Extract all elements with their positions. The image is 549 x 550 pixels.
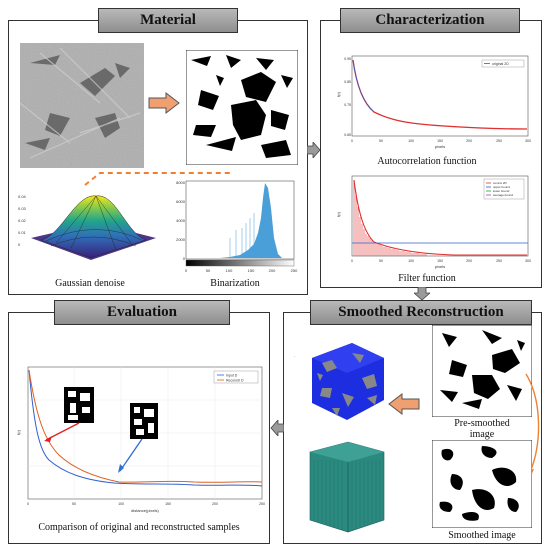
eval-tick-x0: 0 — [27, 502, 29, 506]
material-title: Material — [98, 8, 238, 33]
hist-tick-y8: 8000 — [176, 180, 186, 185]
autocorr-tick-x4: 200 — [466, 139, 472, 143]
hist-tick-x0: 0 — [185, 268, 188, 273]
eval-legend-1: Reconstr D — [226, 379, 244, 383]
autocorr-tick-x2: 100 — [408, 139, 414, 143]
orange-arrow-right — [148, 92, 180, 114]
hist-tick-x1: 50 — [206, 268, 211, 273]
eval-curve-reconstr — [28, 369, 263, 483]
filter-tick-x6: 300 — [525, 259, 531, 263]
autocorrelation-chart: f(r) 0.95 0.85 0.75 0.65 0 50 100 150 20… — [336, 55, 531, 149]
autocorr-tick-y6: 0.95 — [344, 57, 351, 61]
hist-tick-y0: 0 — [183, 256, 186, 261]
sem-gray-image — [20, 43, 144, 168]
filter-tick-x1: 50 — [379, 259, 383, 263]
filter-xlabel: pixels — [435, 264, 445, 269]
inset-original — [64, 387, 94, 423]
hist-tick-y2: 2000 — [176, 237, 186, 242]
orange-arrow-left — [388, 393, 420, 415]
eval-tick-x3: 150 — [165, 502, 171, 506]
filter-ylabel: f(r) — [336, 211, 341, 217]
characterization-title: Characterization — [340, 8, 520, 33]
gray-arrow-right — [307, 142, 321, 158]
gray-arrow-left — [270, 420, 284, 436]
filter-tick-x4: 200 — [466, 259, 472, 263]
hist-tick-x5: 250 — [291, 268, 298, 273]
filter-tick-x3: 150 — [437, 259, 443, 263]
gauss-tick-z1: 0.01 — [18, 230, 27, 235]
filter-tick-x2: 100 — [408, 259, 414, 263]
hist-tick-x3: 150 — [248, 268, 255, 273]
autocorr-tick-y2: 0.75 — [344, 103, 351, 107]
blue-3d-volume: · — [294, 343, 384, 420]
autocorr-tick-y0: 0.65 — [344, 133, 351, 137]
filter-curve — [353, 179, 527, 256]
gaussian-caption: Gaussian denoise — [55, 278, 125, 289]
hist-tick-x2: 100 — [226, 268, 233, 273]
gauss-tick-z2: 0.02 — [18, 218, 27, 223]
autocorr-tick-x1: 50 — [379, 139, 383, 143]
eval-curve-input — [28, 369, 263, 487]
filter-legend-3: average bound — [493, 193, 513, 197]
pre-smoothed-caption: Pre-smoothed image — [432, 418, 532, 440]
filter-legend-1: upper bound — [493, 185, 510, 189]
smoothed-image — [432, 440, 532, 528]
filter-caption: Filter function — [398, 273, 456, 284]
comparison-caption: Comparison of original and reconstructed… — [38, 522, 240, 533]
hist-tick-y6: 6000 — [176, 199, 186, 204]
evaluation-title: Evaluation — [54, 300, 230, 325]
gaussian-surface-plot: 0.04 0.03 0.02 0.01 0 — [18, 194, 156, 260]
autocorr-tick-x6: 300 — [525, 139, 531, 143]
pre-smoothed-caption-text: Pre-smoothed image — [454, 418, 510, 440]
eval-tick-x2: 100 — [118, 502, 124, 506]
pre-smoothed-image — [432, 325, 532, 417]
inset-reconstructed — [130, 403, 158, 439]
binary-image — [186, 50, 298, 165]
green-3d-volume — [309, 441, 385, 533]
eval-ylabel: f(r) — [16, 429, 21, 435]
eval-tick-x4: 200 — [212, 502, 218, 506]
hist-tick-y4: 4000 — [176, 218, 186, 223]
smoothed-caption: Smoothed image — [448, 530, 516, 541]
eval-tick-x1: 50 — [72, 502, 76, 506]
gray-arrow-down — [414, 287, 430, 301]
gauss-tick-z0: 0 — [18, 242, 21, 247]
gauss-tick-z3: 0.03 — [18, 206, 27, 211]
evaluation-chart: f(r) 0 50 100 150 200 250 distance(pixel… — [16, 366, 265, 513]
autocorr-legend-0: original 2D — [492, 62, 509, 66]
autocorr-tick-x3: 150 — [437, 139, 443, 143]
dashed-connector — [84, 172, 230, 186]
binarization-caption: Binarization — [210, 278, 260, 289]
autocorr-tick-y4: 0.85 — [344, 80, 351, 84]
filter-legend-0: control 2D — [493, 181, 508, 185]
reconstruction-title: Smoothed Reconstruction — [310, 300, 532, 325]
eval-xlabel: distance(pixels) — [131, 508, 159, 513]
autocorr-tick-x5: 250 — [496, 139, 502, 143]
filter-tick-x0: 0 — [351, 259, 353, 263]
autocorr-tick-x0: 0 — [351, 139, 353, 143]
gauss-tick-z4: 0.04 — [18, 194, 27, 199]
filter-chart: f(r) 0 50 100 150 200 250 300 pixels con… — [336, 175, 531, 269]
histogram-plot: 8000 6000 4000 2000 0 0 50 100 150 200 2… — [176, 180, 298, 273]
eval-tick-x5: 250 — [259, 502, 265, 506]
autocorr-ylabel: f(r) — [336, 91, 341, 97]
autocorrelation-caption: Autocorrelation function — [377, 156, 477, 167]
filter-tick-x5: 250 — [496, 259, 502, 263]
filter-legend-2: lower bound — [493, 189, 510, 193]
hist-tick-x4: 200 — [269, 268, 276, 273]
eval-legend-0: Input D — [226, 374, 238, 378]
svg-text:·: · — [294, 354, 295, 359]
autocorr-xlabel: pixels — [435, 144, 445, 149]
